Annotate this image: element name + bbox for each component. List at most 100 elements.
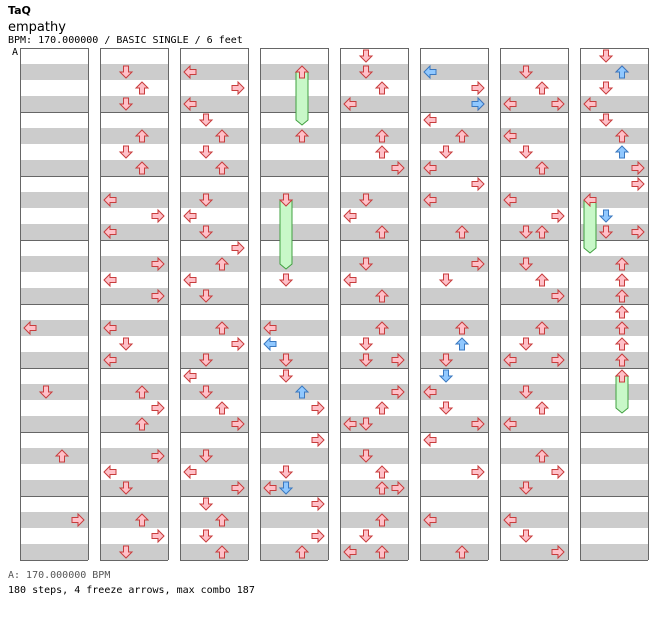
row-band — [340, 544, 408, 560]
row-band — [500, 384, 568, 400]
row-band — [260, 384, 328, 400]
row-band — [20, 192, 88, 208]
step-arrow-up-icon — [614, 273, 630, 287]
row-band — [340, 384, 408, 400]
step-arrow-up-icon — [134, 129, 150, 143]
step-arrow-right-icon — [471, 464, 485, 480]
step-arrow-down-icon — [598, 113, 614, 127]
row-band — [100, 96, 168, 112]
row-band — [580, 416, 648, 432]
row-band — [260, 192, 328, 208]
row-band — [420, 288, 488, 304]
step-arrow-down-icon — [198, 385, 214, 399]
step-arrow-up-icon — [214, 321, 230, 335]
row-band — [580, 448, 648, 464]
row-band — [500, 448, 568, 464]
row-band — [100, 320, 168, 336]
row-band — [340, 96, 408, 112]
step-arrow-left-icon — [503, 96, 517, 112]
row-band — [20, 544, 88, 560]
row-band — [500, 320, 568, 336]
row-band — [180, 256, 248, 272]
step-arrow-left-icon — [23, 320, 37, 336]
step-arrow-down-icon — [438, 369, 454, 383]
step-arrow-left-icon — [343, 272, 357, 288]
row-band — [500, 128, 568, 144]
step-arrow-down-icon — [438, 273, 454, 287]
step-arrow-left-icon — [423, 512, 437, 528]
step-arrow-up-icon — [374, 545, 390, 559]
step-arrow-up-icon — [134, 161, 150, 175]
step-arrow-right-icon — [391, 160, 405, 176]
step-arrow-up-icon — [454, 545, 470, 559]
row-band — [580, 384, 648, 400]
row-band — [580, 288, 648, 304]
step-arrow-right-icon — [471, 96, 485, 112]
step-arrow-right-icon — [471, 416, 485, 432]
step-arrow-left-icon — [503, 192, 517, 208]
step-arrow-left-icon — [343, 208, 357, 224]
step-arrow-down-icon — [358, 449, 374, 463]
step-arrow-down-icon — [518, 65, 534, 79]
row-band — [580, 480, 648, 496]
row-band — [100, 192, 168, 208]
step-arrow-down-icon — [198, 145, 214, 159]
step-arrow-left-icon — [183, 96, 197, 112]
step-arrow-up-icon — [374, 401, 390, 415]
step-arrow-down-icon — [118, 97, 134, 111]
step-arrow-down-icon — [38, 385, 54, 399]
step-arrow-right-icon — [71, 512, 85, 528]
row-band — [100, 224, 168, 240]
step-arrow-up-icon — [214, 129, 230, 143]
row-band — [580, 160, 648, 176]
row-band — [340, 256, 408, 272]
row-band — [20, 448, 88, 464]
row-band — [20, 320, 88, 336]
step-arrow-down-icon — [278, 273, 294, 287]
step-arrow-down-icon — [198, 353, 214, 367]
row-band — [340, 160, 408, 176]
row-band — [260, 128, 328, 144]
row-band — [20, 64, 88, 80]
step-arrow-up-icon — [374, 465, 390, 479]
step-arrow-up-icon — [374, 129, 390, 143]
row-band — [500, 160, 568, 176]
step-arrow-right-icon — [551, 464, 565, 480]
row-band — [20, 96, 88, 112]
artist-name: TaQ — [8, 4, 31, 17]
step-arrow-down-icon — [198, 449, 214, 463]
step-arrow-up-icon — [534, 225, 550, 239]
step-arrow-down-icon — [358, 257, 374, 271]
row-band — [180, 224, 248, 240]
step-arrow-right-icon — [311, 528, 325, 544]
step-arrow-left-icon — [103, 272, 117, 288]
row-band — [340, 320, 408, 336]
step-arrow-left-icon — [103, 320, 117, 336]
row-band — [180, 352, 248, 368]
step-arrow-right-icon — [231, 480, 245, 496]
step-arrow-right-icon — [551, 288, 565, 304]
row-band — [20, 128, 88, 144]
row-band — [340, 480, 408, 496]
row-band — [260, 320, 328, 336]
row-band — [100, 160, 168, 176]
row-band — [500, 416, 568, 432]
row-band — [420, 448, 488, 464]
step-arrow-left-icon — [103, 464, 117, 480]
step-arrow-left-icon — [503, 416, 517, 432]
step-arrow-down-icon — [518, 225, 534, 239]
step-arrow-left-icon — [103, 192, 117, 208]
row-band — [500, 192, 568, 208]
step-arrow-down-icon — [438, 145, 454, 159]
row-band — [100, 544, 168, 560]
step-arrow-down-icon — [278, 465, 294, 479]
step-arrow-up-icon — [614, 337, 630, 351]
step-arrow-down-icon — [198, 193, 214, 207]
step-arrow-right-icon — [311, 496, 325, 512]
row-band — [20, 480, 88, 496]
row-band — [20, 224, 88, 240]
step-arrow-up-icon — [374, 81, 390, 95]
row-band — [420, 416, 488, 432]
row-band — [500, 352, 568, 368]
row-band — [260, 96, 328, 112]
